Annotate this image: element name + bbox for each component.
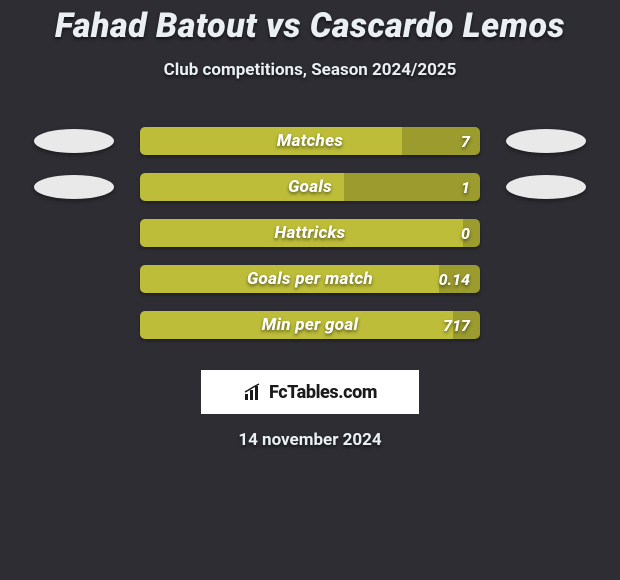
- snapshot-date: 14 november 2024: [0, 430, 620, 450]
- stats-rows: Matches 7 Goals 1 Hattricks 0: [0, 118, 620, 348]
- bars-chart-icon: [243, 382, 263, 402]
- chart-container: Fahad Batout vs Cascardo Lemos Club comp…: [0, 0, 620, 580]
- cloud-icon: [506, 129, 586, 153]
- stat-bar: Matches 7: [140, 127, 480, 155]
- left-value-cloud: [34, 172, 114, 202]
- right-value-cloud: [506, 264, 586, 294]
- stat-row: Matches 7: [0, 118, 620, 164]
- cloud-icon: [34, 175, 114, 199]
- left-value-cloud: [34, 310, 114, 340]
- stat-label: Goals: [140, 173, 480, 201]
- stat-row: Goals per match 0.14: [0, 256, 620, 302]
- stat-bar: Goals per match 0.14: [140, 265, 480, 293]
- cloud-icon: [506, 175, 586, 199]
- stat-value: 7: [461, 127, 470, 155]
- logo-badge: FcTables.com: [201, 370, 419, 414]
- right-value-cloud: [506, 218, 586, 248]
- stat-bar: Goals 1: [140, 173, 480, 201]
- right-value-cloud: [506, 126, 586, 156]
- stat-value: 0: [461, 219, 470, 247]
- stat-label: Matches: [140, 127, 480, 155]
- stat-label: Hattricks: [140, 219, 480, 247]
- stat-label: Min per goal: [140, 311, 480, 339]
- page-title: Fahad Batout vs Cascardo Lemos: [0, 0, 620, 46]
- stat-row: Hattricks 0: [0, 210, 620, 256]
- stat-row: Goals 1: [0, 164, 620, 210]
- stat-value: 717: [443, 311, 470, 339]
- stat-value: 1: [461, 173, 470, 201]
- stat-bar: Min per goal 717: [140, 311, 480, 339]
- stat-row: Min per goal 717: [0, 302, 620, 348]
- logo-text: FcTables.com: [269, 382, 377, 403]
- right-value-cloud: [506, 310, 586, 340]
- cloud-icon: [34, 129, 114, 153]
- left-value-cloud: [34, 218, 114, 248]
- right-value-cloud: [506, 172, 586, 202]
- stat-bar: Hattricks 0: [140, 219, 480, 247]
- stat-value: 0.14: [439, 265, 470, 293]
- left-value-cloud: [34, 126, 114, 156]
- left-value-cloud: [34, 264, 114, 294]
- stat-label: Goals per match: [140, 265, 480, 293]
- subtitle: Club competitions, Season 2024/2025: [0, 60, 620, 80]
